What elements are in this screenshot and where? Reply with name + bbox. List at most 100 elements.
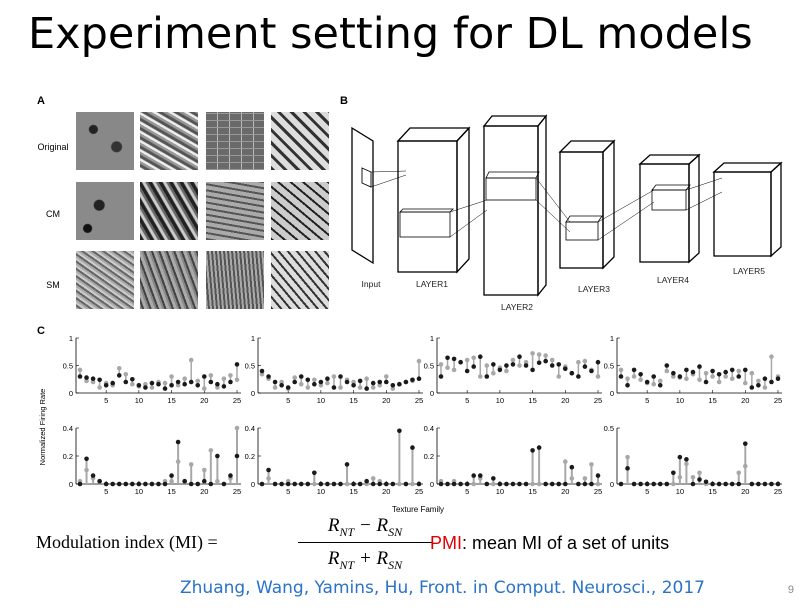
chart-1-gray-dot: [130, 381, 135, 387]
chart-3-gray-dot: [510, 357, 516, 363]
chart-6-gray-dot: [266, 476, 271, 481]
chart-8-gray-dot: [690, 474, 696, 480]
chart-5-black-dot: [221, 481, 227, 487]
chart-4-ytick-label: 0.5: [604, 362, 614, 371]
chart-3-black-dot: [536, 360, 542, 366]
chart-3-gray-dot: [438, 362, 444, 367]
chart-1-gray-dot: [169, 374, 174, 379]
chart-7-black-dot: [523, 481, 529, 487]
chart-8-xtick-label: 25: [774, 487, 782, 496]
chart-6-black-dot: [390, 481, 396, 487]
chart-7-gray-dot: [504, 481, 509, 487]
chart-7-ytick-label: 0: [430, 480, 434, 489]
chart-7-gray-dot: [464, 481, 470, 487]
chart-5-gray-dot: [208, 448, 214, 453]
chart-5-ytick-label: 0.2: [63, 452, 73, 461]
chart-1-black-dot: [169, 383, 174, 388]
chart-3-ytick-label: 1: [430, 334, 434, 343]
chart-6-xtick-label: 15: [349, 487, 357, 496]
formula-lhs: Modulation index (MI) =: [36, 532, 218, 552]
chart-4-gray-dot: [651, 381, 657, 387]
chart-2-black-dot: [325, 376, 330, 382]
chart-7-black-dot: [582, 481, 588, 487]
chart-7-gray-dot: [523, 481, 529, 487]
layer-label-3: LAYER3: [578, 284, 610, 294]
chart-3-gray-dot: [497, 365, 503, 371]
chart-3-gray-dot: [589, 367, 594, 373]
chart-2-xtick-label: 15: [349, 396, 357, 405]
chart-6-gray-dot: [410, 481, 415, 487]
chart-6-black-dot: [338, 481, 343, 487]
chart-4-gray-dot: [631, 374, 637, 379]
chart-8-black-dot: [769, 481, 774, 487]
chart-3-black-dot: [464, 368, 470, 374]
chart-1-gray-dot: [116, 365, 122, 371]
chart-4-gray-dot: [749, 370, 755, 376]
chart-5-black-dot: [195, 481, 201, 487]
chart-3-gray-dot: [543, 353, 548, 358]
chart-8-black-dot: [625, 466, 630, 471]
chart-7-gray-dot: [576, 481, 581, 487]
chart-1-black-dot: [90, 376, 96, 382]
chart-8-black-dot: [716, 481, 722, 487]
chart-7-black-dot: [530, 448, 535, 453]
chart-4-gray-dot: [742, 380, 748, 386]
chart-4-black-dot: [723, 369, 728, 375]
chart-7-black-dot: [576, 481, 581, 487]
chart-3-xtick-label: 25: [594, 396, 602, 405]
chart-5-xtick-label: 25: [233, 487, 241, 496]
chart-6-black-dot: [305, 481, 311, 487]
chart-8-black-dot: [657, 481, 663, 487]
chart-1-black-dot: [123, 379, 129, 385]
chart-2-gray-dot: [370, 385, 376, 390]
chart-7-gray-dot: [510, 481, 516, 487]
chart-3-black-dot: [549, 363, 555, 368]
chart-8-gray-dot: [762, 481, 768, 487]
chart-2-black-dot: [312, 381, 317, 387]
chart-7-black-dot: [451, 481, 457, 487]
chart-2-gray-dot: [397, 381, 402, 387]
chart-7-ytick-label: 0.4: [424, 424, 434, 433]
chart-8-gray-dot: [671, 481, 676, 487]
chart-3-gray-dot: [517, 363, 522, 368]
chart-4-black-dot: [618, 374, 624, 379]
chart-3-xtick-label: 5: [465, 396, 469, 405]
chart-5-black-dot: [169, 473, 174, 478]
chart-7-black-dot: [484, 481, 490, 487]
chart-3-gray-dot: [569, 370, 575, 376]
chart-8-xtick-label: 20: [741, 487, 749, 496]
chart-6-xtick-label: 20: [382, 487, 390, 496]
chart-6-black-dot: [344, 462, 350, 467]
chart-6-gray-dot: [357, 481, 363, 487]
chart-6-black-dot: [370, 481, 376, 487]
chart-5-gray-dot: [149, 481, 155, 487]
chart-7-gray-dot: [549, 481, 555, 487]
chart-5-black-dot: [228, 473, 233, 478]
chart-3-black-dot: [569, 370, 575, 376]
chart-1-black-dot: [162, 386, 168, 391]
chart-5-gray-dot: [182, 478, 187, 484]
chart-2-black-dot: [338, 374, 343, 379]
chart-1-black-dot: [143, 385, 148, 390]
chart-8-black-dot: [736, 481, 742, 487]
citation: Zhuang, Wang, Yamins, Hu, Front. in Comp…: [180, 578, 705, 598]
chart-2-black-dot: [390, 383, 396, 388]
chart-2-gray-dot: [318, 383, 324, 388]
formula-denominator: RNT + RSN: [327, 548, 403, 572]
chart-5-gray-dot: [169, 478, 174, 484]
chart-4-black-dot: [631, 367, 637, 373]
chart-5-gray-dot: [97, 478, 102, 484]
chart-1-black-dot: [149, 380, 155, 386]
chart-5-gray-dot: [201, 467, 207, 473]
chart-3-gray-dot: [504, 368, 509, 374]
texture-thumbnail-sm-1: [76, 251, 134, 309]
chart-2-gray-dot: [279, 379, 284, 385]
chart-6-black-dot: [410, 445, 415, 450]
chart-4-gray-dot: [729, 376, 735, 382]
chart-5-black-dot: [136, 481, 142, 487]
chart-8-black-dot: [690, 481, 696, 487]
chart-3-black-dot: [530, 367, 535, 373]
chart-4-black-dot: [769, 379, 774, 385]
chart-3-black-dot: [589, 368, 594, 374]
chart-1-gray-dot: [123, 372, 129, 377]
